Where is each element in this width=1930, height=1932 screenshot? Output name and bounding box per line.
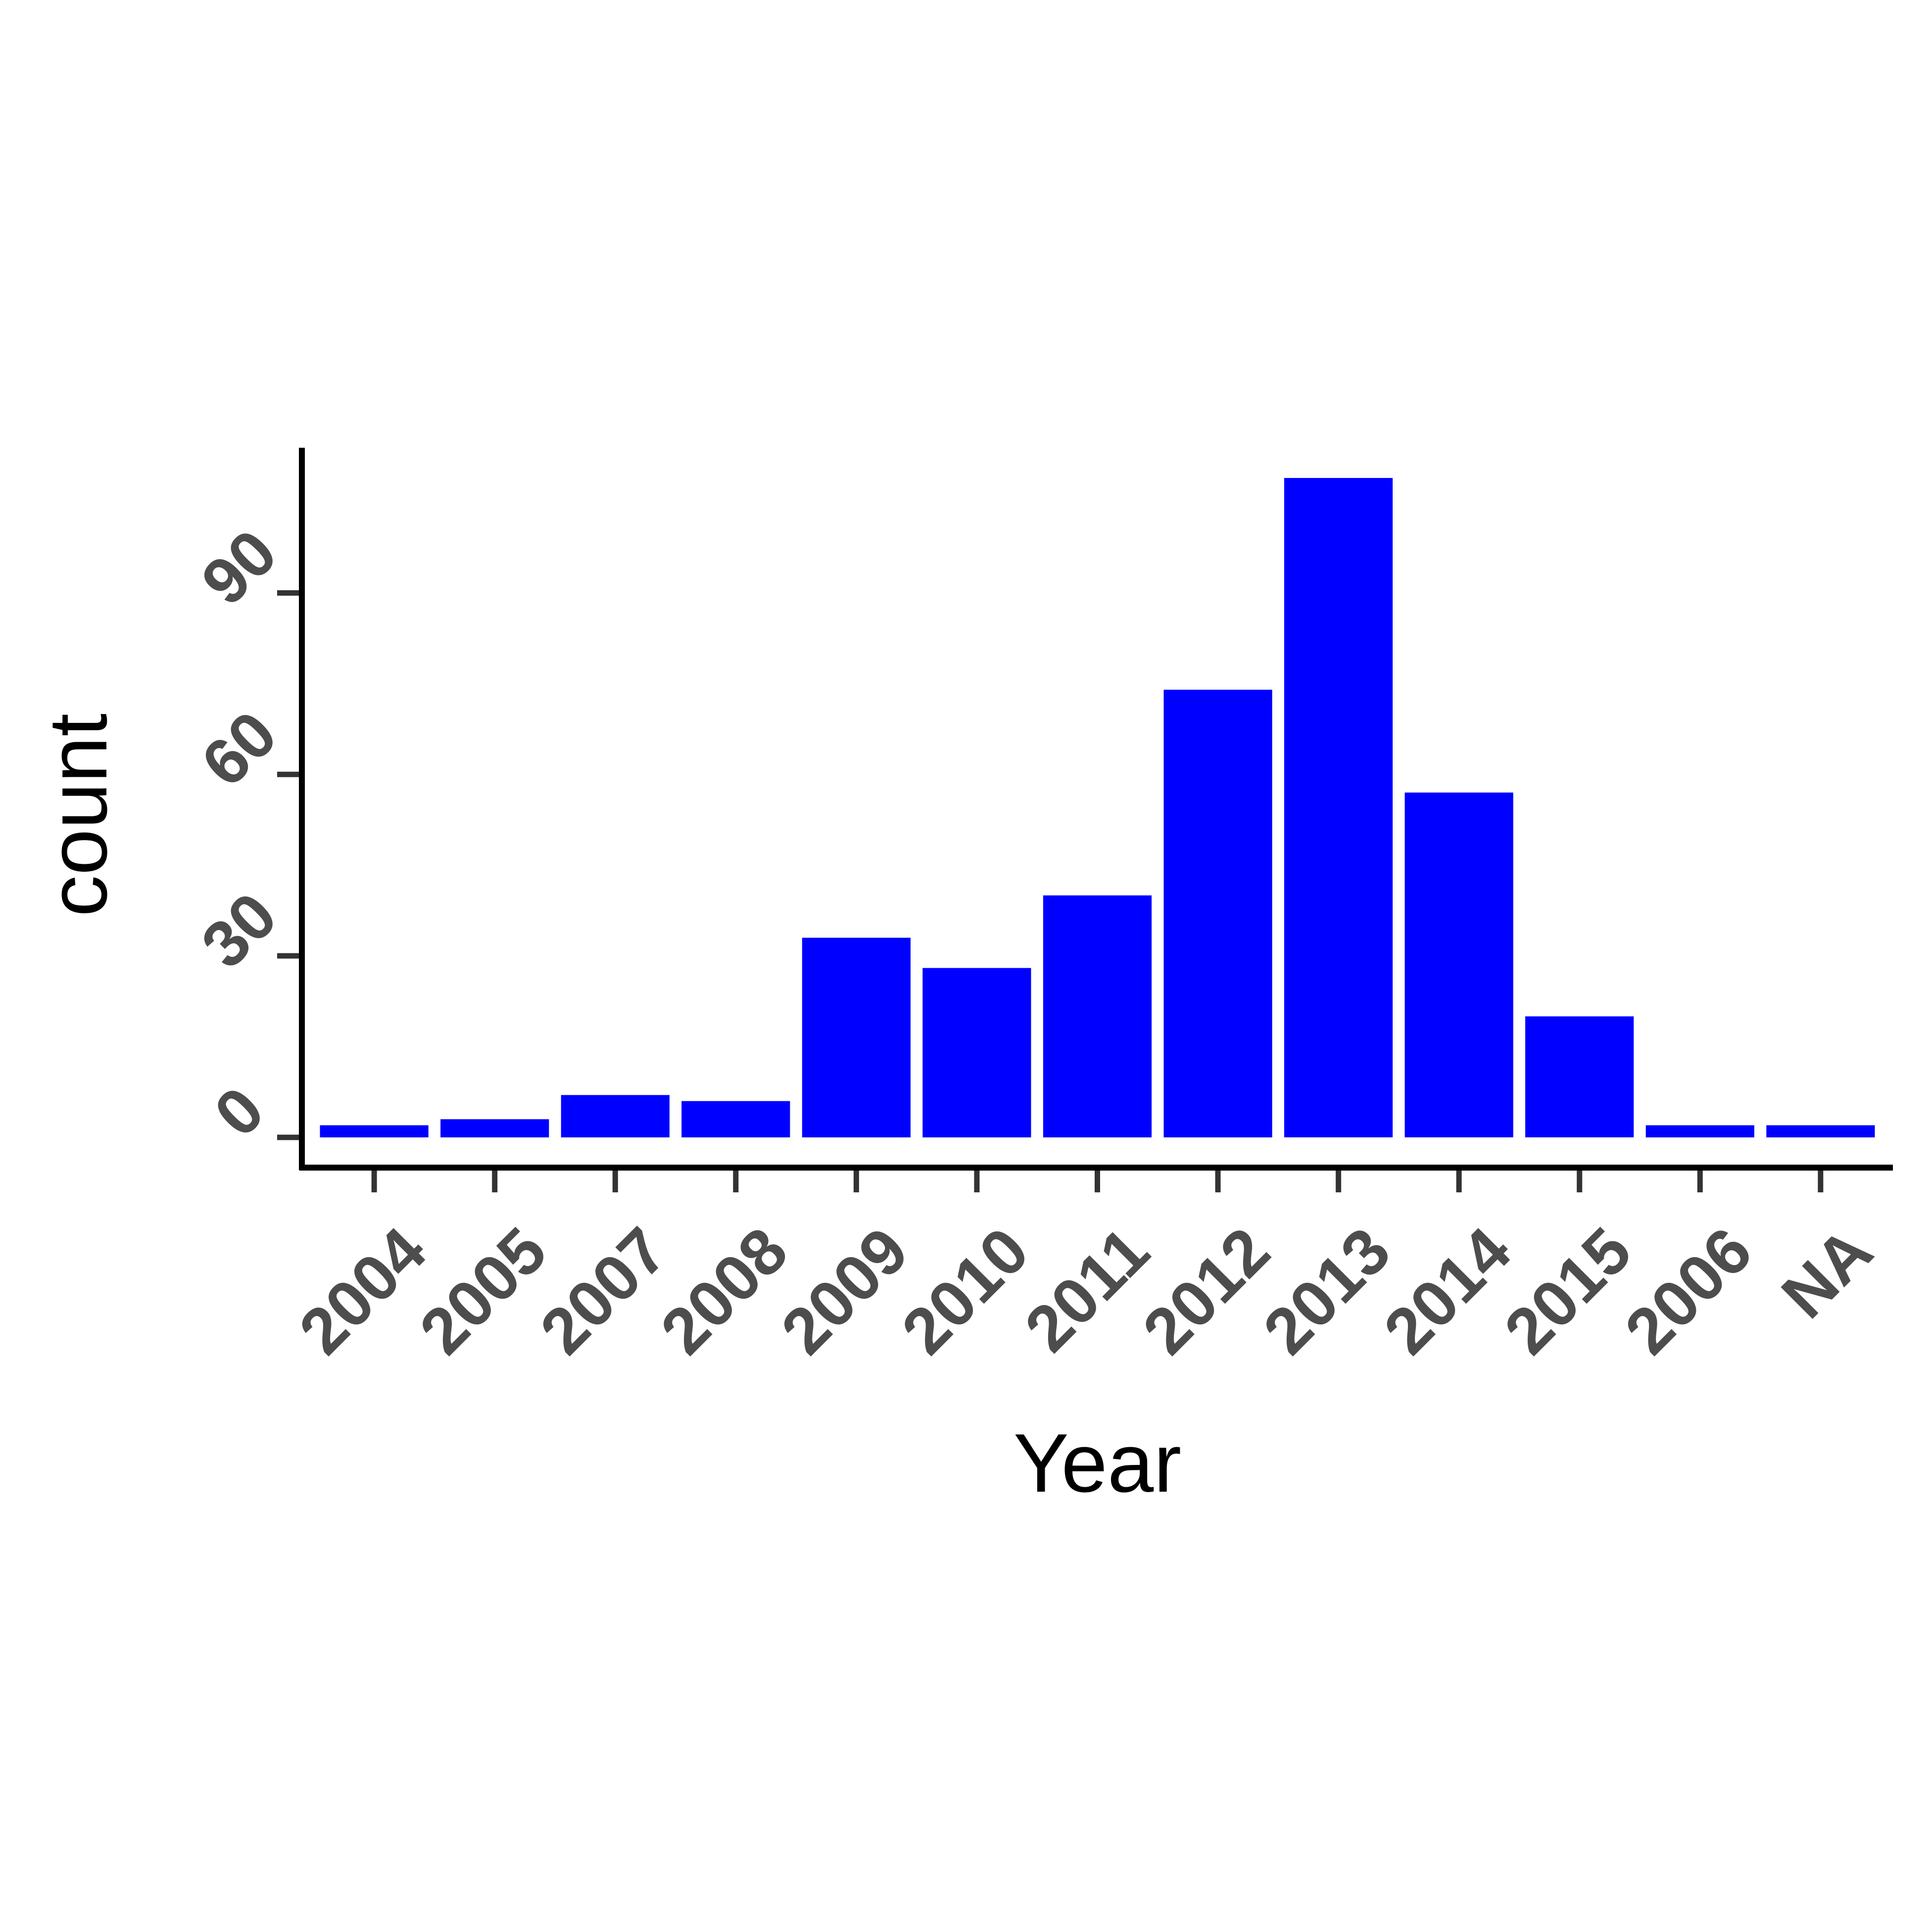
bar-2011 [1043, 895, 1152, 1137]
bar-2010 [922, 968, 1031, 1137]
bar-2012 [1163, 690, 1272, 1137]
bar-2009 [802, 938, 911, 1137]
x-axis-title: Year [1013, 1416, 1181, 1509]
bar-2014 [1404, 792, 1513, 1137]
bar-NA [1766, 1125, 1875, 1137]
bar-2013 [1284, 478, 1393, 1137]
bar-2007 [561, 1095, 670, 1137]
bar-2015 [1525, 1016, 1634, 1137]
bar-2006 [1645, 1125, 1754, 1137]
bar-2008 [681, 1101, 790, 1137]
bar-2004 [320, 1125, 429, 1137]
y-axis-title: count [31, 713, 124, 917]
bar-2005 [440, 1119, 549, 1137]
bars-group [320, 478, 1875, 1137]
